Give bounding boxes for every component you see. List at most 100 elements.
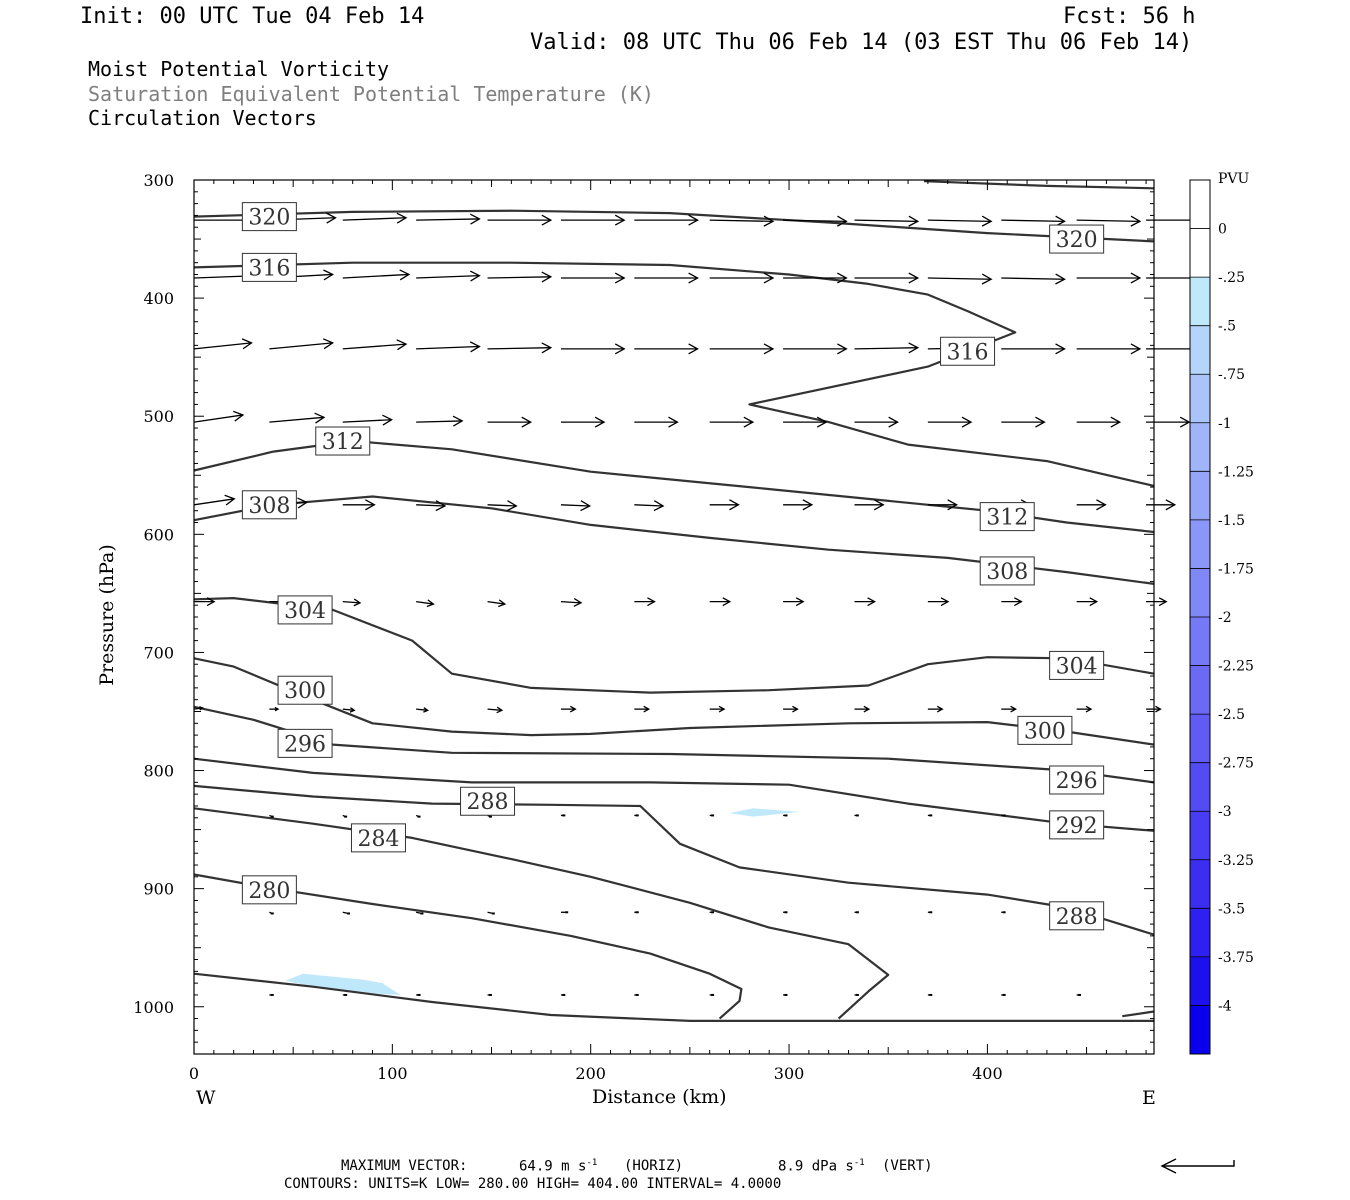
vector-head [496,706,504,714]
vector-head [836,215,848,227]
vector-arrow [342,339,408,351]
colorbar-label: -1.25 [1218,464,1254,480]
colorbar-label: -1.5 [1218,513,1245,529]
x-tick-label: 400 [972,1064,1003,1083]
vector-arrow [634,993,639,996]
vector-head [469,341,481,353]
vector-head [614,272,626,284]
y-tick-label: 600 [143,525,174,544]
vector-head [863,705,871,713]
y-tick-label: 1000 [133,998,174,1017]
vector-arrow [560,214,626,226]
vector-arrow [1146,416,1191,428]
vector-head [908,272,920,284]
contour-label-box [241,252,297,282]
colorbar-label: -4 [1218,998,1232,1014]
vector-head [274,706,280,712]
vector-arrow [560,705,577,713]
vector-head [323,269,334,281]
vector-arrow [709,597,732,607]
colorbar-segment [1190,277,1210,327]
vector-arrow [634,597,656,607]
vector-arrow [709,272,775,284]
vector-arrow [487,814,492,818]
vector-arrow [1001,343,1066,355]
vector-head [614,343,626,355]
contour-label-304: 304 [277,595,333,625]
colorbar-segment [1190,228,1210,278]
vector-head [435,500,447,512]
contour-label-text: 300 [1024,719,1066,744]
init-time: Init: 00 UTC Tue 04 Feb 14 [80,4,425,29]
contour-label-300: 300 [1017,715,1073,745]
contour-label-text: 312 [986,506,1028,531]
vector-arrow [416,213,481,225]
contour-label-box [350,823,406,853]
vector-head [643,705,651,713]
vector-head [569,705,577,713]
contour-label-text: 296 [284,732,326,757]
colorbar-segment [1190,956,1210,1006]
contour-label-316: 316 [241,252,297,282]
vector-arrow [634,500,665,512]
vector-arrow [1001,814,1006,817]
vector-head [1130,272,1142,284]
vector-arrow [416,911,424,915]
vector-head [792,705,799,713]
vector-head [241,338,253,350]
pv-patch [285,973,401,995]
contour-label-text: 300 [284,679,326,704]
colorbar-label: -2 [1218,610,1232,626]
contour-label-text: 308 [986,560,1028,585]
vector-head [365,499,376,511]
vector-shaft [416,274,480,279]
contour-label-text: 320 [1056,228,1098,253]
contour-label-text: 292 [1056,814,1098,839]
x-axis-title: Distance (km) [592,1086,727,1108]
vector-shaft [487,276,551,279]
vector-arrow [783,597,805,607]
vector-arrow [193,338,253,350]
vector-shaft [560,504,590,507]
valid-time: Valid: 08 UTC Thu 06 Feb 14 (03 EST Thu … [530,30,1193,55]
vector-shaft [487,504,517,507]
colorbar-label: -.5 [1218,319,1236,335]
vector-arrow [560,500,592,512]
vector-head [347,912,351,915]
vector-head [565,911,569,914]
vector-head [722,597,732,607]
vector-head [837,343,848,355]
vector-head [270,993,274,996]
max-vector-label: MAXIMUM VECTOR: [341,1158,468,1174]
vector-head [711,814,715,817]
y-axis-title: Pressure (hPa) [95,544,118,686]
vector-head [1110,416,1122,428]
vector-shaft [927,277,992,280]
vector-arrow [1001,911,1006,914]
vector-arrow [927,705,944,713]
vector-head [417,815,421,818]
vector-arrow [927,416,973,428]
vector-shaft [269,416,325,423]
vector-shaft [342,600,361,604]
colorbar-label: -3.75 [1218,950,1254,966]
vector-head [417,993,421,996]
reference-vector-arrow [1160,1158,1235,1174]
vector-shaft [487,708,502,711]
contour-label-box [1049,810,1105,840]
vector-arrow [854,215,920,227]
contour-label-316: 316 [940,336,996,366]
vector-head [573,598,583,607]
colorbar-title: PVU [1218,171,1250,187]
vector-arrow [560,993,566,996]
vector-head [420,912,424,915]
vector-head [908,215,920,227]
contour-label-text: 316 [947,340,989,365]
colorbar-label: -3 [1218,804,1232,820]
horiz-tag: (HORIZ) [624,1158,684,1174]
vector-head [452,415,464,427]
vector-head [353,598,362,607]
vector-head [763,272,775,284]
contour-320 [193,209,1155,243]
vector-arrow [1001,416,1046,428]
